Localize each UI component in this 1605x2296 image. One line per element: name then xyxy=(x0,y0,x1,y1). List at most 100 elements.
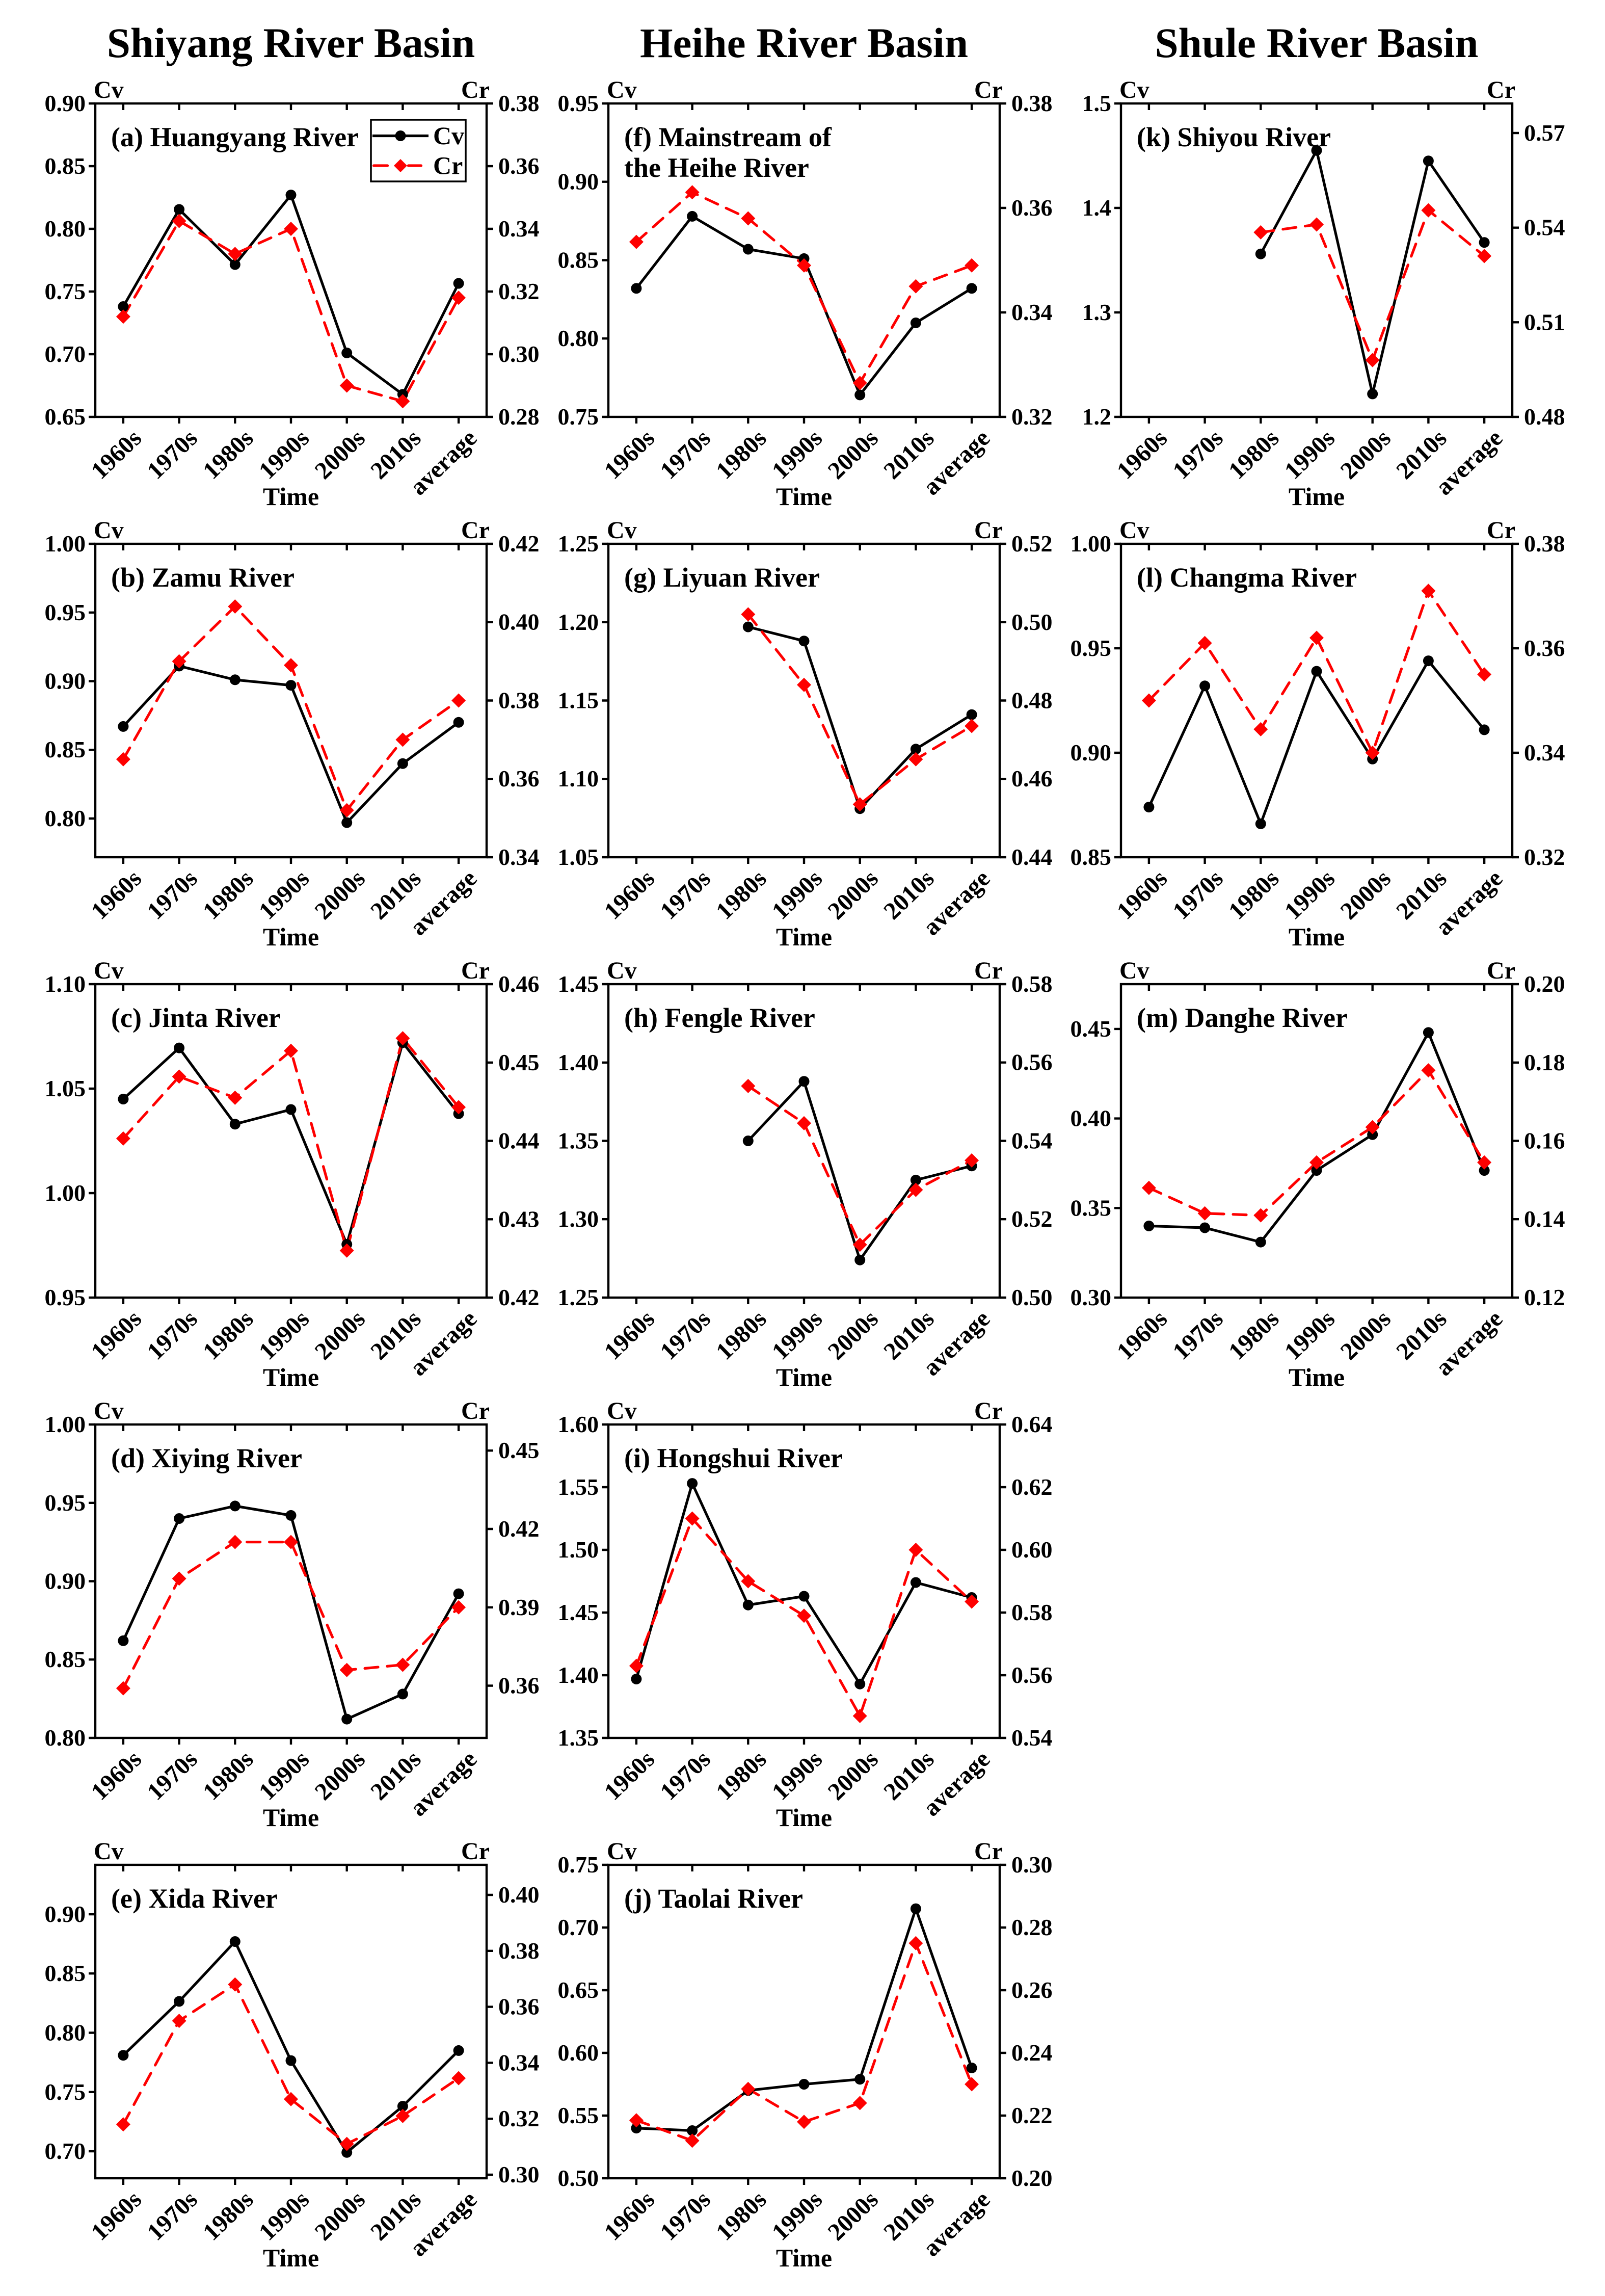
svg-text:(m) Danghe River: (m) Danghe River xyxy=(1137,1002,1348,1033)
svg-text:0.16: 0.16 xyxy=(1524,1128,1565,1154)
svg-text:1.35: 1.35 xyxy=(558,1725,599,1751)
svg-text:1.00: 1.00 xyxy=(1071,531,1112,557)
svg-text:1.25: 1.25 xyxy=(558,531,599,557)
svg-text:0.34: 0.34 xyxy=(1524,740,1565,766)
svg-text:0.90: 0.90 xyxy=(45,1568,86,1594)
svg-text:0.60: 0.60 xyxy=(1011,1537,1053,1563)
svg-text:0.55: 0.55 xyxy=(558,2102,599,2128)
svg-text:0.36: 0.36 xyxy=(1011,195,1053,221)
svg-text:1.55: 1.55 xyxy=(558,1474,599,1500)
svg-text:0.36: 0.36 xyxy=(1524,635,1565,661)
svg-text:0.36: 0.36 xyxy=(498,153,540,179)
svg-text:0.70: 0.70 xyxy=(558,1914,599,1940)
svg-text:0.80: 0.80 xyxy=(45,2020,86,2046)
svg-text:(g) Liyuan River: (g) Liyuan River xyxy=(624,562,820,593)
svg-text:0.40: 0.40 xyxy=(1071,1105,1112,1131)
svg-text:0.85: 0.85 xyxy=(45,736,86,762)
svg-text:1.4: 1.4 xyxy=(1082,195,1112,221)
svg-text:Cr: Cr xyxy=(461,517,490,544)
svg-text:Cr: Cr xyxy=(974,1397,1003,1424)
svg-text:Cv: Cv xyxy=(94,1838,124,1865)
svg-text:0.14: 0.14 xyxy=(1524,1206,1565,1232)
svg-text:the Heihe River: the Heihe River xyxy=(624,152,809,183)
svg-text:1.30: 1.30 xyxy=(558,1206,599,1232)
svg-text:0.48: 0.48 xyxy=(1524,404,1565,430)
svg-text:0.62: 0.62 xyxy=(1011,1474,1053,1500)
svg-text:1.5: 1.5 xyxy=(1082,90,1112,116)
svg-text:0.70: 0.70 xyxy=(45,2138,86,2164)
svg-text:(j) Taolai River: (j) Taolai River xyxy=(624,1883,803,1914)
svg-text:0.45: 0.45 xyxy=(498,1049,540,1075)
svg-text:0.43: 0.43 xyxy=(498,1206,540,1232)
svg-text:0.95: 0.95 xyxy=(45,1490,86,1516)
svg-text:1.25: 1.25 xyxy=(558,1284,599,1310)
svg-text:1.05: 1.05 xyxy=(558,844,599,870)
svg-text:(a) Huangyang River: (a) Huangyang River xyxy=(111,122,359,152)
svg-text:Cv: Cv xyxy=(1119,517,1149,544)
svg-text:0.58: 0.58 xyxy=(1011,971,1053,997)
svg-text:0.30: 0.30 xyxy=(1011,1852,1053,1878)
svg-text:Time: Time xyxy=(1289,482,1345,511)
svg-text:0.35: 0.35 xyxy=(1071,1195,1112,1221)
svg-text:0.38: 0.38 xyxy=(498,90,540,116)
svg-text:(k) Shiyou River: (k) Shiyou River xyxy=(1137,122,1331,152)
svg-text:Time: Time xyxy=(263,1363,319,1391)
svg-text:0.57: 0.57 xyxy=(1524,120,1565,146)
svg-text:0.95: 0.95 xyxy=(558,90,599,116)
svg-text:0.30: 0.30 xyxy=(498,2161,540,2187)
svg-text:Cr: Cr xyxy=(974,517,1003,544)
svg-text:0.34: 0.34 xyxy=(498,2049,540,2075)
svg-text:0.45: 0.45 xyxy=(1071,1016,1112,1042)
svg-text:1.00: 1.00 xyxy=(45,531,86,557)
svg-text:Cv: Cv xyxy=(607,957,637,984)
svg-text:Time: Time xyxy=(263,482,319,511)
svg-text:0.28: 0.28 xyxy=(498,404,540,430)
svg-text:0.30: 0.30 xyxy=(1071,1284,1112,1310)
svg-text:0.26: 0.26 xyxy=(1011,1977,1053,2003)
svg-text:Time: Time xyxy=(776,482,832,511)
svg-text:0.34: 0.34 xyxy=(498,216,540,242)
svg-text:0.38: 0.38 xyxy=(1011,90,1053,116)
svg-text:Cr: Cr xyxy=(1487,957,1515,984)
svg-text:0.85: 0.85 xyxy=(45,1960,86,1986)
svg-text:Cr: Cr xyxy=(433,151,463,180)
svg-text:0.54: 0.54 xyxy=(1011,1128,1053,1154)
svg-text:0.60: 0.60 xyxy=(558,2040,599,2066)
svg-text:0.28: 0.28 xyxy=(1011,1914,1053,1940)
svg-text:Cv: Cv xyxy=(94,76,124,103)
svg-text:0.52: 0.52 xyxy=(1011,1206,1053,1232)
svg-text:Cv: Cv xyxy=(94,1397,124,1424)
svg-text:0.70: 0.70 xyxy=(45,341,86,367)
svg-text:0.30: 0.30 xyxy=(498,341,540,367)
svg-text:(f) Mainstream of: (f) Mainstream of xyxy=(624,122,832,152)
svg-text:Cr: Cr xyxy=(974,76,1003,103)
svg-text:Cr: Cr xyxy=(461,76,490,103)
svg-text:0.36: 0.36 xyxy=(498,1673,540,1699)
svg-text:(e) Xida River: (e) Xida River xyxy=(111,1883,278,1914)
svg-text:0.22: 0.22 xyxy=(1011,2102,1053,2128)
svg-text:0.90: 0.90 xyxy=(1071,740,1112,766)
svg-text:0.75: 0.75 xyxy=(558,404,599,430)
svg-text:Cr: Cr xyxy=(1487,517,1515,544)
svg-text:1.00: 1.00 xyxy=(45,1180,86,1206)
svg-text:1.35: 1.35 xyxy=(558,1128,599,1154)
svg-text:0.85: 0.85 xyxy=(1071,844,1112,870)
svg-text:1.40: 1.40 xyxy=(558,1662,599,1688)
svg-text:0.42: 0.42 xyxy=(498,531,540,557)
svg-text:Cr: Cr xyxy=(1487,76,1515,103)
svg-text:Cv: Cv xyxy=(607,1397,637,1424)
svg-text:0.80: 0.80 xyxy=(45,216,86,242)
svg-text:1.40: 1.40 xyxy=(558,1049,599,1075)
svg-text:0.36: 0.36 xyxy=(498,766,540,791)
svg-text:0.90: 0.90 xyxy=(45,90,86,116)
svg-text:1.45: 1.45 xyxy=(558,971,599,997)
svg-text:0.32: 0.32 xyxy=(498,2105,540,2131)
svg-text:Cr: Cr xyxy=(461,1397,490,1424)
svg-text:Shule River Basin: Shule River Basin xyxy=(1155,19,1479,66)
svg-text:0.50: 0.50 xyxy=(1011,609,1053,635)
svg-text:Cv: Cv xyxy=(607,1838,637,1865)
svg-text:Time: Time xyxy=(776,2244,832,2272)
svg-text:0.42: 0.42 xyxy=(498,1516,540,1542)
svg-text:0.20: 0.20 xyxy=(1011,2165,1053,2191)
svg-text:0.80: 0.80 xyxy=(45,805,86,831)
